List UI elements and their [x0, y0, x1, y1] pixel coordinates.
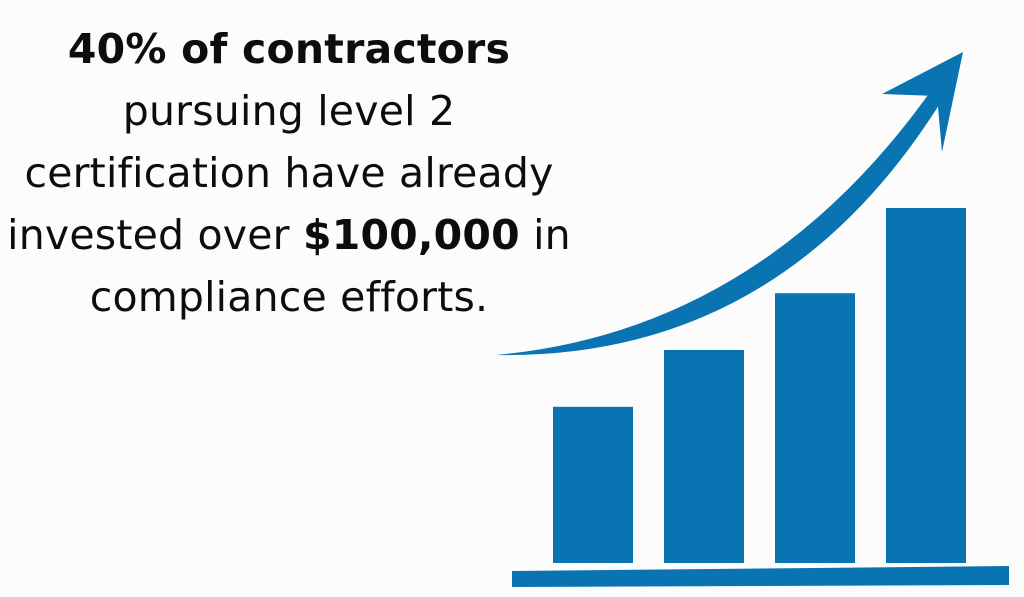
in-text: in: [519, 211, 571, 259]
chart-bar-4: [886, 208, 966, 563]
chart-bar-3: [775, 293, 855, 563]
chart-baseline: [512, 566, 1009, 587]
chart-bar-2: [664, 350, 744, 563]
chart-bar-1: [553, 406, 633, 563]
invested-over-text: invested over: [7, 211, 303, 259]
headline-highlight: 40% of contractors: [67, 25, 511, 73]
statement-line-5: compliance efforts.: [89, 273, 489, 321]
statement-line-4: invested over $100,000 in: [0, 204, 578, 266]
bar-group: [553, 208, 966, 563]
statement-line-3: certification have already: [24, 149, 554, 197]
statistic-statement: 40% of contractors pursuing level 2 cert…: [0, 18, 578, 328]
amount-highlight: $100,000: [302, 211, 520, 259]
headline-line: 40% of contractors: [0, 18, 578, 80]
rising-arrow-shaft: [496, 72, 953, 356]
rising-arrow-head: [882, 52, 963, 152]
statement-line-2: pursuing level 2: [122, 87, 456, 135]
